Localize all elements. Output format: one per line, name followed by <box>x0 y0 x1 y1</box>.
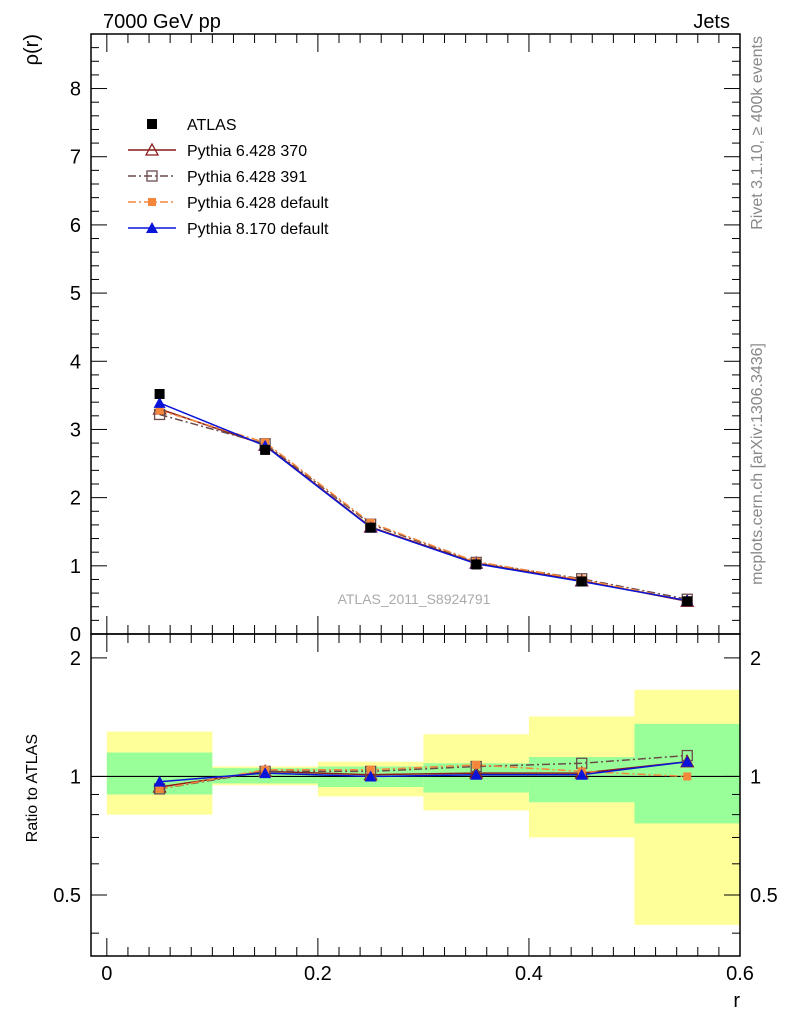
ratio-point <box>153 775 166 787</box>
legend-label: ATLAS <box>187 117 237 134</box>
ratio-point <box>366 765 375 774</box>
legend-marker <box>148 198 156 206</box>
ratio-point <box>575 768 588 780</box>
legend-entry: Pythia 8.170 default <box>128 221 329 238</box>
side-text-mcplots: mcplots.cern.ch [arXiv:1306.3436] <box>749 343 766 585</box>
ratio-y-tick-label: 2 <box>70 648 81 670</box>
ratio-series-3 <box>159 760 688 783</box>
main-y-tick-label: 7 <box>70 147 81 169</box>
legend-marker <box>147 119 157 129</box>
ratio-uncertainty-bands <box>91 689 740 925</box>
main-y-tick-label: 2 <box>70 488 81 510</box>
main-y-axis-label: ρ(r) <box>21 34 43 65</box>
x-tick-label: 0.6 <box>726 963 754 985</box>
side-text-rivet: Rivet 3.1.10, ≥ 400k events <box>749 36 766 230</box>
ratio-point <box>259 767 272 779</box>
legend-label: Pythia 6.428 default <box>187 195 329 212</box>
ratio-point <box>470 768 483 780</box>
main-point <box>682 596 693 607</box>
analysis-watermark: ATLAS_2011_S8924791 <box>338 591 491 607</box>
x-tick-label: 0 <box>101 963 112 985</box>
header-collision-label: 7000 GeV pp <box>103 11 221 33</box>
main-series-3 <box>159 409 688 602</box>
main-point <box>471 559 482 570</box>
ratio-panel: 0.5 0.5 1 1 2 2 0 0.2 0.4 0.6 Ratio to ATLAS r <box>24 633 778 1012</box>
ratio-series-line <box>159 760 688 783</box>
main-y-tick-label: 5 <box>70 283 81 305</box>
header-process-label: Jets <box>693 11 730 33</box>
main-point <box>155 406 164 415</box>
ratio-y-tick-label: 0.5 <box>53 885 81 907</box>
legend-marker <box>146 170 158 182</box>
main-y-tick-label: 4 <box>70 351 81 373</box>
ratio-point <box>472 760 481 769</box>
main-series-line <box>159 402 688 602</box>
main-y-tick-label: 1 <box>70 556 81 578</box>
main-point <box>576 576 587 587</box>
ratio-y-axis-label: Ratio to ATLAS <box>24 734 41 842</box>
ratio-y-tick-label-right: 0.5 <box>750 885 778 907</box>
main-plot-area <box>152 389 695 607</box>
legend-entry: ATLAS <box>147 117 237 134</box>
ratio-y-tick-label: 1 <box>70 766 81 788</box>
main-y-tick-label: 3 <box>70 419 81 441</box>
x-tick-label: 0.4 <box>515 963 543 985</box>
ratio-axes: 0.5 0.5 1 1 2 2 0 0.2 0.4 0.6 <box>53 633 778 985</box>
legend-entry: Pythia 6.428 370 <box>128 142 307 160</box>
main-series-4 <box>159 402 688 602</box>
ratio-plot-area <box>152 749 695 795</box>
main-panel: ATLAS_2011_S8924791 0 1 2 3 4 5 6 7 8 ρ(r) ATLAS… <box>21 33 741 646</box>
legend: ATLAS Pythia 6.428 370 Pythia 6.428 391 Pyt… <box>128 117 329 238</box>
ratio-point <box>155 784 164 793</box>
main-point <box>260 444 271 455</box>
main-point <box>154 389 165 399</box>
main-y-tick-label: 8 <box>70 79 81 101</box>
main-point <box>365 522 376 533</box>
legend-entry: Pythia 6.428 391 <box>128 169 307 186</box>
legend-marker <box>146 222 158 233</box>
legend-label: Pythia 6.428 370 <box>187 143 307 160</box>
main-y-tick-label: 6 <box>70 215 81 237</box>
main-y-tick-label: 0 <box>70 624 81 646</box>
x-axis-label: r <box>733 990 740 1012</box>
legend-entry: Pythia 6.428 default <box>128 195 329 212</box>
legend-marker <box>144 142 160 156</box>
main-axes: 0 1 2 3 4 5 6 7 8 <box>70 33 741 646</box>
main-series-line <box>159 408 688 603</box>
x-tick-label: 0.2 <box>304 963 332 985</box>
main-point <box>153 396 166 408</box>
ratio-y-tick-label-right: 2 <box>750 648 761 670</box>
main-series-line <box>159 413 688 600</box>
ratio-point <box>683 772 692 781</box>
ratio-point <box>681 755 694 767</box>
main-series-1 <box>159 408 688 603</box>
legend-label: Pythia 6.428 391 <box>187 169 307 186</box>
main-series-2 <box>159 413 688 600</box>
ratio-point <box>364 770 377 782</box>
ratio-frame <box>90 633 741 957</box>
legend-label: Pythia 8.170 default <box>187 221 329 238</box>
ratio-y-tick-label-right: 1 <box>750 766 761 788</box>
main-series-line <box>159 409 688 602</box>
